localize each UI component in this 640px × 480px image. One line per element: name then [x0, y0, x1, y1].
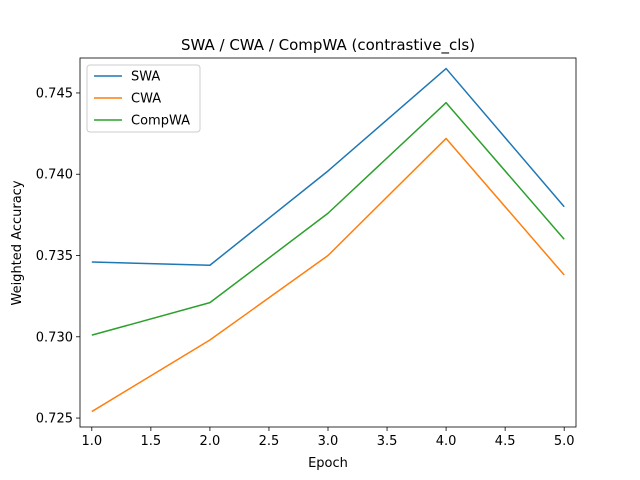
- x-tick-label: 5.0: [554, 434, 575, 449]
- legend-label-swa: SWA: [131, 70, 160, 85]
- x-tick-label: 4.5: [495, 434, 516, 449]
- y-tick-label: 0.735: [36, 249, 73, 264]
- x-tick-label: 1.5: [141, 434, 162, 449]
- x-tick-label: 2.0: [200, 434, 221, 449]
- y-axis: 0.725 0.730 0.735 0.740 0.745: [36, 86, 80, 427]
- plot-area: [79, 57, 577, 428]
- series-line-compwa: [91, 101, 565, 336]
- y-tick-label: 0.725: [36, 412, 73, 427]
- series-line-cwa: [91, 137, 565, 413]
- legend-box: [86, 64, 201, 133]
- legend: SWA CWA CompWA: [86, 64, 201, 133]
- x-axis: 1.0 1.5 2.0 2.5 3.0 3.5 4.0 4.5 5.0: [81, 427, 575, 449]
- y-tick-label: 0.740: [36, 168, 73, 183]
- x-tick-label: 2.5: [259, 434, 280, 449]
- series-line-swa: [91, 67, 565, 267]
- legend-label-cwa: CWA: [131, 92, 161, 107]
- y-axis-label: Weighted Accuracy: [10, 180, 25, 305]
- x-tick-label: 4.0: [436, 434, 457, 449]
- x-tick-label: 3.5: [377, 434, 398, 449]
- x-tick-label: 3.0: [318, 434, 339, 449]
- y-tick-label: 0.730: [36, 330, 73, 345]
- legend-label-compwa: CompWA: [131, 114, 190, 129]
- y-tick-label: 0.745: [36, 86, 73, 101]
- x-axis-label: Epoch: [308, 456, 348, 471]
- x-tick-label: 1.0: [81, 434, 102, 449]
- chart-title: SWA / CWA / CompWA (contrastive_cls): [181, 36, 475, 55]
